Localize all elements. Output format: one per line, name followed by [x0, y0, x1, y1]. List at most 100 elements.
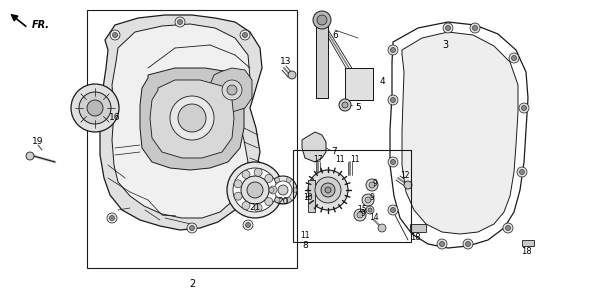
Circle shape	[366, 206, 374, 214]
Text: 5: 5	[355, 104, 361, 113]
Circle shape	[242, 33, 247, 38]
Circle shape	[512, 55, 516, 61]
Text: 10: 10	[303, 194, 313, 203]
Text: 14: 14	[369, 213, 379, 222]
Polygon shape	[100, 15, 262, 230]
Circle shape	[391, 48, 395, 52]
Bar	[345, 68, 373, 100]
Circle shape	[254, 204, 262, 212]
Circle shape	[71, 84, 119, 132]
Bar	[345, 68, 373, 100]
Circle shape	[339, 99, 351, 111]
Circle shape	[388, 157, 398, 167]
Circle shape	[26, 152, 34, 160]
Text: FR.: FR.	[32, 20, 50, 30]
Text: 2: 2	[189, 279, 195, 289]
Circle shape	[388, 45, 398, 55]
Circle shape	[369, 182, 375, 188]
Text: 4: 4	[379, 77, 385, 86]
Circle shape	[234, 180, 242, 188]
Circle shape	[503, 223, 513, 233]
Circle shape	[365, 197, 371, 203]
Bar	[522, 240, 534, 246]
Text: 9: 9	[369, 194, 375, 203]
Polygon shape	[112, 24, 250, 218]
Circle shape	[107, 213, 117, 223]
Circle shape	[366, 179, 378, 191]
Text: 11: 11	[335, 156, 345, 165]
Circle shape	[240, 30, 250, 40]
Circle shape	[286, 178, 291, 182]
Circle shape	[79, 92, 111, 124]
Circle shape	[292, 188, 297, 193]
Circle shape	[391, 160, 395, 165]
Text: 19: 19	[32, 138, 44, 147]
Circle shape	[233, 168, 277, 212]
Circle shape	[388, 95, 398, 105]
Circle shape	[315, 177, 341, 203]
Circle shape	[443, 23, 453, 33]
Circle shape	[113, 33, 117, 38]
Circle shape	[506, 225, 510, 231]
Bar	[410, 224, 426, 232]
Bar	[316, 20, 328, 98]
Polygon shape	[402, 32, 518, 234]
Circle shape	[242, 202, 250, 209]
Circle shape	[222, 80, 242, 100]
Bar	[87, 10, 297, 268]
Circle shape	[278, 185, 288, 195]
Circle shape	[170, 96, 214, 140]
Circle shape	[317, 15, 327, 25]
Text: 12: 12	[400, 170, 409, 179]
Bar	[316, 20, 328, 98]
Circle shape	[234, 192, 242, 200]
Text: 18: 18	[409, 234, 420, 243]
Polygon shape	[302, 132, 326, 162]
Circle shape	[227, 162, 283, 218]
Circle shape	[470, 23, 480, 33]
Circle shape	[269, 176, 297, 204]
Text: 9: 9	[372, 178, 378, 188]
Polygon shape	[140, 68, 244, 170]
Circle shape	[243, 220, 253, 230]
Text: 6: 6	[332, 30, 338, 39]
Circle shape	[404, 181, 412, 189]
Circle shape	[378, 224, 386, 232]
Circle shape	[440, 241, 444, 247]
Circle shape	[509, 53, 519, 63]
Circle shape	[368, 208, 372, 212]
Circle shape	[308, 170, 348, 210]
Circle shape	[466, 241, 470, 247]
Circle shape	[110, 216, 114, 221]
Circle shape	[178, 20, 182, 24]
Circle shape	[241, 176, 269, 204]
Circle shape	[321, 183, 335, 197]
Circle shape	[110, 30, 120, 40]
Circle shape	[473, 26, 477, 30]
Circle shape	[325, 187, 331, 193]
Text: 13: 13	[280, 57, 291, 67]
Text: 11: 11	[300, 231, 310, 240]
Circle shape	[342, 102, 348, 108]
Circle shape	[254, 168, 262, 176]
Circle shape	[175, 17, 185, 27]
Text: 11: 11	[350, 156, 360, 165]
Circle shape	[242, 170, 250, 178]
Circle shape	[247, 182, 263, 198]
Circle shape	[391, 98, 395, 103]
Circle shape	[187, 223, 197, 233]
Circle shape	[463, 239, 473, 249]
Bar	[308, 180, 315, 212]
Circle shape	[286, 197, 291, 203]
Polygon shape	[390, 22, 528, 248]
Circle shape	[275, 197, 280, 203]
Text: 15: 15	[357, 206, 367, 215]
Circle shape	[391, 207, 395, 213]
Circle shape	[445, 26, 451, 30]
Bar	[293, 150, 411, 242]
Circle shape	[522, 105, 526, 110]
Circle shape	[437, 239, 447, 249]
Circle shape	[388, 205, 398, 215]
Circle shape	[517, 167, 527, 177]
Circle shape	[288, 71, 296, 79]
